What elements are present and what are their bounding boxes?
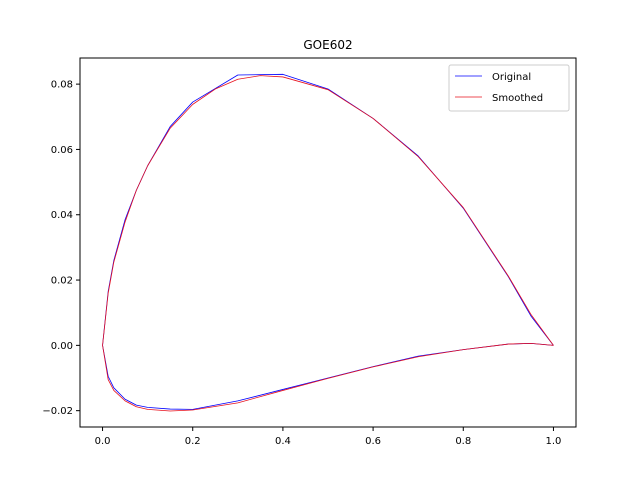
legend-label-original: Original (492, 72, 531, 83)
y-tick-label: 0.00 (51, 341, 73, 352)
x-tick-label: 0.8 (455, 436, 471, 447)
x-tick-label: 0.2 (185, 436, 201, 447)
plot-frame (79, 57, 577, 428)
x-axis: 0.0 0.2 0.4 0.6 0.8 1.0 (95, 427, 562, 447)
y-tick-label: 0.06 (51, 145, 73, 156)
series-layer (102, 73, 554, 412)
chart-title: GOE602 (303, 38, 352, 52)
y-tick-label: −0.02 (42, 406, 73, 417)
x-tick-label: 0.6 (365, 436, 381, 447)
y-tick-label: 0.08 (51, 80, 73, 91)
x-tick-label: 1.0 (546, 436, 562, 447)
y-axis: −0.02 0.00 0.02 0.04 0.06 0.08 (42, 80, 80, 417)
legend-label-smoothed: Smoothed (492, 93, 543, 104)
y-tick-label: 0.02 (51, 276, 73, 287)
legend: Original Smoothed (448, 64, 570, 112)
series-line-smoothed (102, 75, 554, 412)
x-tick-label: 0.0 (95, 436, 111, 447)
x-tick-label: 0.4 (275, 436, 291, 447)
y-tick-label: 0.04 (51, 210, 73, 221)
legend-box (448, 64, 570, 112)
